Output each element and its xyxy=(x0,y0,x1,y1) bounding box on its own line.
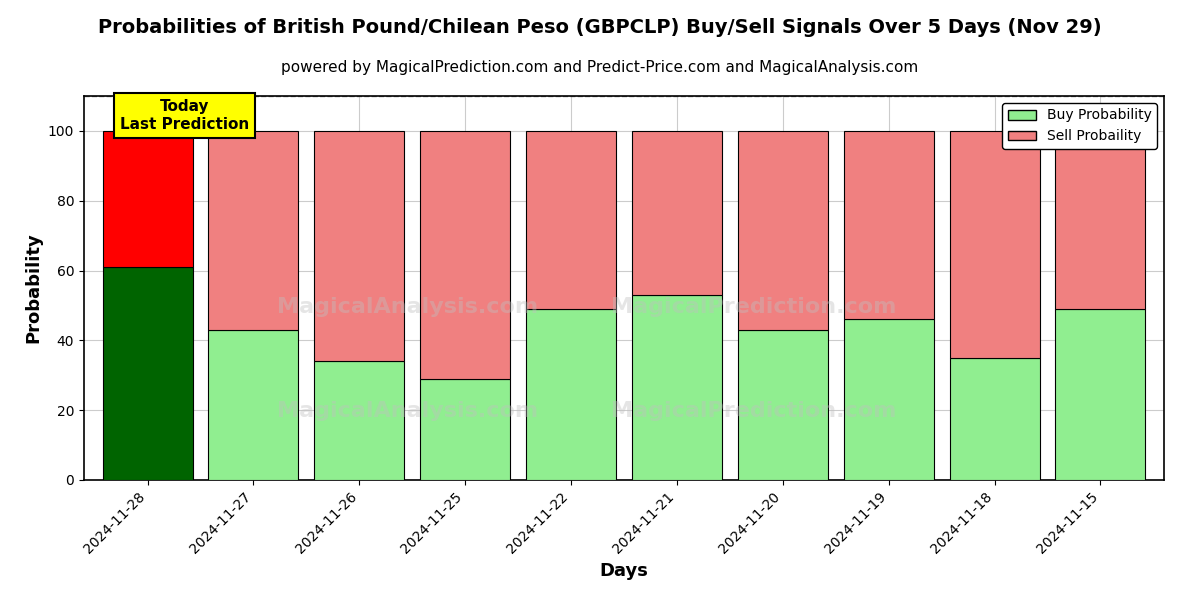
Bar xyxy=(314,131,404,361)
Bar xyxy=(738,131,828,330)
Bar xyxy=(844,319,934,480)
Bar xyxy=(526,309,616,480)
X-axis label: Days: Days xyxy=(600,562,648,580)
Bar xyxy=(102,267,192,480)
Bar xyxy=(420,131,510,379)
Text: Today
Last Prediction: Today Last Prediction xyxy=(120,100,250,132)
Bar xyxy=(738,330,828,480)
Bar xyxy=(949,358,1039,480)
Text: MagicalPrediction.com: MagicalPrediction.com xyxy=(611,297,896,317)
Text: MagicalAnalysis.com: MagicalAnalysis.com xyxy=(277,401,539,421)
Bar xyxy=(632,131,722,295)
Bar xyxy=(632,295,722,480)
Bar xyxy=(209,330,299,480)
Y-axis label: Probability: Probability xyxy=(24,233,42,343)
Text: MagicalPrediction.com: MagicalPrediction.com xyxy=(611,401,896,421)
Text: powered by MagicalPrediction.com and Predict-Price.com and MagicalAnalysis.com: powered by MagicalPrediction.com and Pre… xyxy=(281,60,919,75)
Bar xyxy=(1056,131,1146,309)
Bar xyxy=(526,131,616,309)
Bar xyxy=(314,361,404,480)
Bar xyxy=(844,131,934,319)
Text: Probabilities of British Pound/Chilean Peso (GBPCLP) Buy/Sell Signals Over 5 Day: Probabilities of British Pound/Chilean P… xyxy=(98,18,1102,37)
Legend: Buy Probability, Sell Probaility: Buy Probability, Sell Probaility xyxy=(1002,103,1157,149)
Text: MagicalAnalysis.com: MagicalAnalysis.com xyxy=(277,297,539,317)
Bar xyxy=(420,379,510,480)
Bar xyxy=(209,131,299,330)
Bar xyxy=(102,131,192,267)
Bar xyxy=(949,131,1039,358)
Bar xyxy=(1056,309,1146,480)
